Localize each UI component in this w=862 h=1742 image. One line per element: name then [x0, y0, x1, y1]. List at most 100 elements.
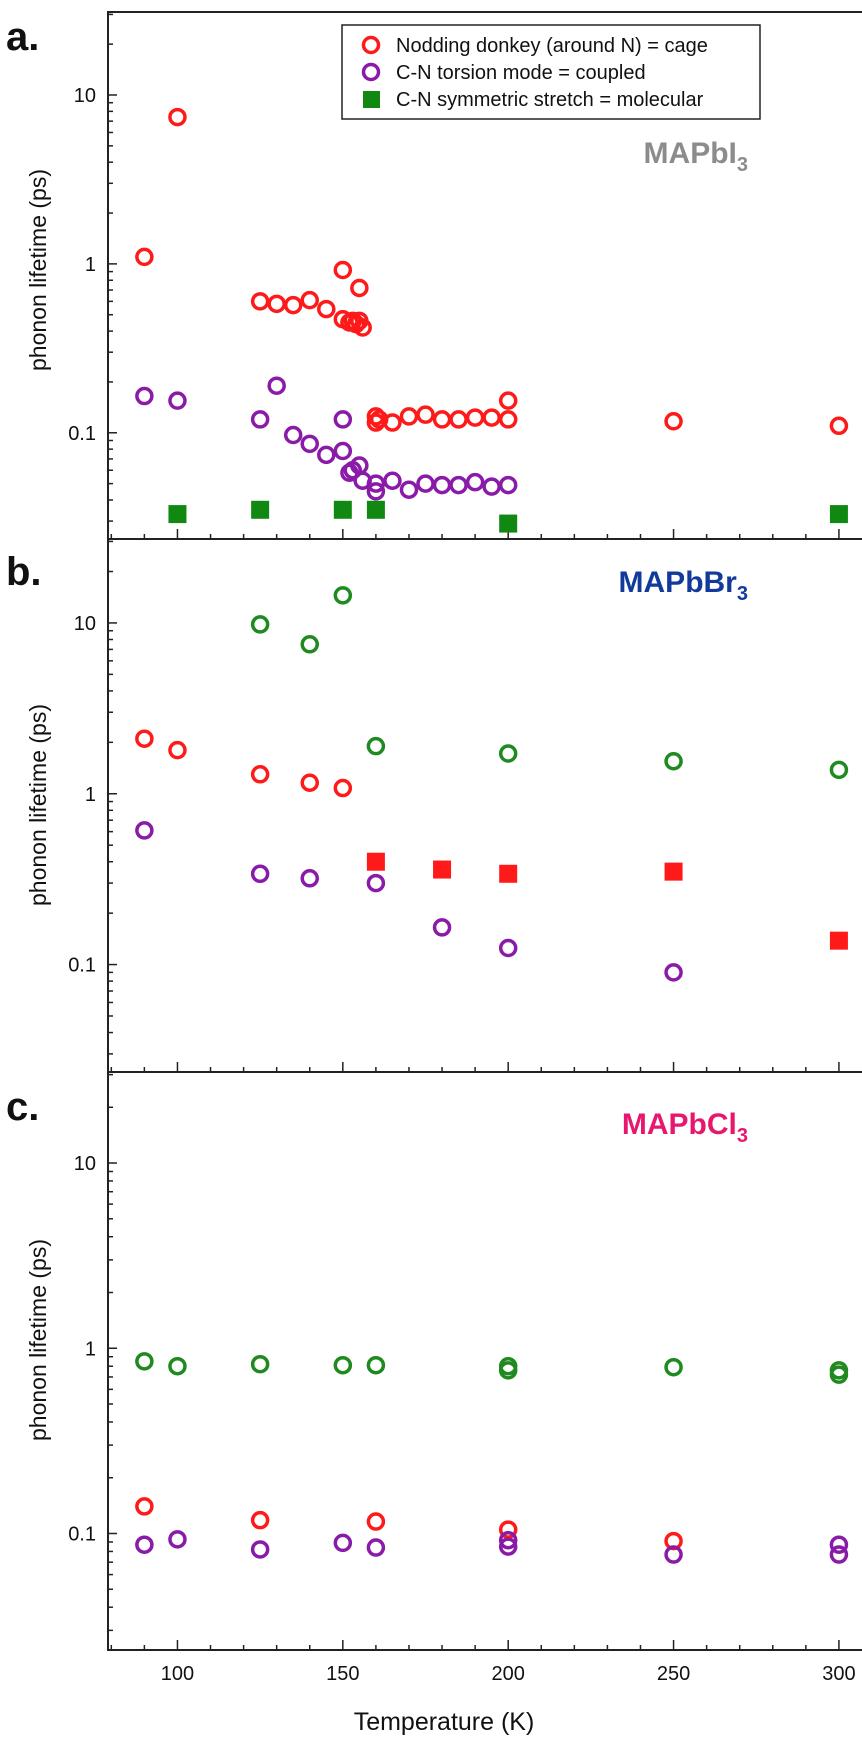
panel-a-series0-point-19 [399, 407, 419, 426]
panel-a-series1-point-14 [366, 482, 386, 501]
panel-a-series1-point-2 [250, 410, 270, 429]
panel-b-series2-point-2 [300, 869, 319, 888]
panel-a-series0-point-28 [829, 416, 849, 436]
panel-a-material-label: MAPbI3 [644, 137, 748, 176]
panel-b-series2-point-0 [135, 821, 154, 840]
panel-c-ylabel: phonon lifetime (ps) [25, 1239, 51, 1441]
panel-c-series2-point-8 [829, 1535, 849, 1554]
panel-b-series1-point-1 [168, 740, 187, 760]
panel-b-series0-point-3 [366, 736, 386, 756]
panel-c-series1-point-0 [135, 1497, 154, 1516]
panel-a-series1-point-21 [482, 477, 501, 496]
panel-a-series0-point-18 [383, 413, 402, 432]
panel-c-marks: 0.1 1 10 100 150 200 250 300 [68, 1073, 856, 1685]
panel-c-series1-point-3 [498, 1520, 518, 1539]
legend-label-stretch: C-N symmetric stretch = molecular [396, 89, 704, 111]
panel-c-frame [107, 1071, 862, 1651]
panel-a-series0-point-5 [300, 290, 319, 310]
panel-c-material-subscript: 3 [737, 1125, 748, 1147]
panel-b-series0-point-2 [333, 586, 353, 605]
panel-a-material-subscript: 3 [737, 154, 748, 176]
panel-a-series1-point-3 [267, 376, 286, 395]
panel-c-material-label: MAPbCl3 [622, 1108, 748, 1147]
panel-a-ytick-label-0p1: 0.1 [68, 423, 96, 445]
legend-marker-stretch [363, 91, 380, 108]
panel-c-series0-point-6 [498, 1361, 518, 1380]
panel-c-series0-point-7 [664, 1357, 683, 1377]
panel-c-ytick-label-10: 10 [74, 1153, 96, 1175]
panel-a-series2-point-4 [499, 514, 518, 533]
panel-a-series2-point-0 [168, 505, 187, 524]
panel-c-label: c. [6, 1085, 39, 1129]
panel-b-material-label: MAPbBr3 [619, 566, 748, 605]
panel-b-ytick-label-10: 10 [74, 613, 96, 635]
panel-a-series1-point-19 [449, 475, 468, 495]
panel-a-ylabel: phonon lifetime (ps) [25, 169, 51, 371]
panel-a-material-text: MAPbI [644, 137, 737, 170]
panel-a-series0-point-15 [366, 407, 386, 426]
panel-c-series0-point-0 [135, 1352, 154, 1371]
panel-b-series1-point-3 [300, 773, 319, 792]
x-tick-label-100: 100 [161, 1663, 194, 1685]
panel-a-series1-point-8 [333, 441, 353, 461]
panel-c-series2-point-6 [498, 1537, 518, 1556]
panel-c-series0-point-2 [250, 1354, 270, 1374]
panel-b-ytick-label-1: 1 [85, 784, 96, 806]
panel-a-series1-point-7 [333, 410, 353, 429]
panel-c-ytick-label-0p1: 0.1 [68, 1523, 96, 1545]
x-tick-label-150: 150 [326, 1663, 359, 1685]
panel-c-material-text: MAPbCl [622, 1108, 737, 1141]
panel-c-series2-point-9 [829, 1545, 849, 1564]
panel-a-series1-point-1 [168, 391, 187, 410]
panel-a-series0-point-26 [498, 410, 518, 429]
panel-c-series1-point-1 [250, 1510, 270, 1530]
panel-b-frame [107, 538, 862, 1073]
panel-c-series2-point-4 [366, 1538, 386, 1557]
panel-a-series1-point-15 [383, 471, 402, 490]
panel-a-series1-point-20 [465, 472, 485, 492]
panel-c-series2-point-2 [250, 1540, 270, 1559]
panel-c-series0-point-3 [333, 1355, 353, 1375]
panel-a-series1-point-18 [432, 475, 452, 495]
panel-b-series3-point-0 [366, 852, 385, 871]
panel-c-series2-point-1 [168, 1530, 187, 1549]
x-tick-label-250: 250 [657, 1663, 690, 1685]
panel-b-material-text: MAPbBr [619, 566, 738, 599]
panel-b-series1-point-0 [135, 729, 154, 748]
legend-label-nodding: Nodding donkey (around N) = cage [396, 35, 708, 57]
panel-b-marks: 0.1 1 10 [68, 540, 849, 1072]
panel-c-series0-point-9 [829, 1365, 849, 1384]
x-axis-title: Temperature (K) [354, 1708, 535, 1736]
panel-b-series3-point-1 [433, 860, 452, 879]
panel-b-series3-point-2 [499, 864, 518, 883]
panel-a-series0-point-27 [664, 412, 683, 431]
panel-a-series2-point-1 [251, 500, 270, 519]
panel-b [107, 538, 862, 1073]
panel-a-series0-point-23 [465, 408, 485, 427]
panel-c-series2-point-0 [135, 1535, 154, 1554]
panel-a-series0-point-2 [250, 292, 270, 311]
panel-a-series1-point-0 [135, 386, 154, 406]
x-tick-label-300: 300 [822, 1663, 855, 1685]
panel-a-series0-point-7 [333, 260, 353, 280]
panel-b-series1-point-4 [333, 778, 353, 798]
panel-b-series0-point-1 [300, 635, 319, 654]
panel-a-series0-point-1 [168, 107, 187, 127]
panel-a-series0-point-12 [350, 278, 369, 298]
panel-c-series0-point-4 [366, 1355, 386, 1375]
panel-a-series0-point-24 [482, 408, 501, 427]
panel-a-series0-point-22 [449, 410, 468, 429]
panel-a-series0-point-4 [283, 295, 303, 315]
panel-b-series0-point-0 [250, 615, 270, 634]
panel-b-ytick-label-0p1: 0.1 [68, 955, 96, 977]
panel-c [107, 1071, 862, 1651]
panel-a-label: a. [6, 15, 39, 59]
panel-b-series3-point-3 [664, 862, 683, 881]
legend-marker-torsion [361, 62, 381, 82]
chart-marks: 0.1 1 10 0.1 1 10 0.1 1 10 100 150 200 250 300 [68, 13, 856, 1685]
legend: Nodding donkey (around N) = cage C-N tor… [341, 24, 761, 120]
panel-a-series0-point-3 [267, 294, 286, 314]
panel-b-series2-point-5 [498, 938, 518, 958]
panel-a-series1-point-17 [416, 474, 435, 493]
